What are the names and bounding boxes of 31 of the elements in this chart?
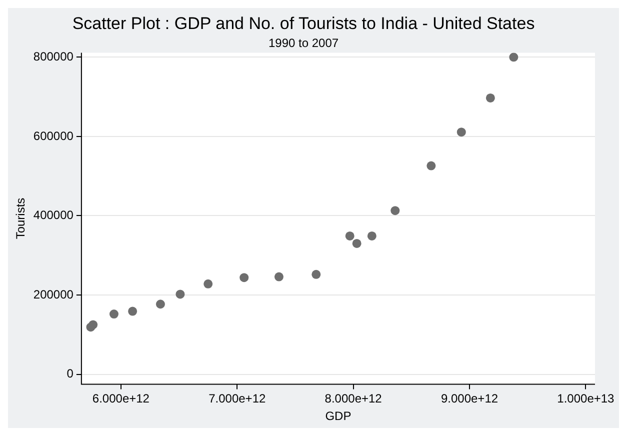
point	[486, 93, 495, 102]
point	[204, 279, 213, 288]
point	[88, 320, 98, 330]
point	[352, 238, 362, 248]
y-axis-title: Tourists	[14, 198, 28, 240]
y-tick-label: 0	[66, 366, 74, 381]
y-tick-label: 400000	[33, 208, 74, 222]
x-tick-label: 9.000e+12	[440, 392, 498, 406]
point	[390, 206, 400, 216]
x-tick-label: 8.000e+12	[324, 392, 382, 406]
chart-title: Scatter Plot : GDP and No. of Tourists to India - United States	[72, 14, 535, 33]
x-tick-label: 6.000e+12	[92, 392, 150, 406]
point	[128, 306, 138, 316]
point	[274, 272, 284, 282]
point	[176, 290, 185, 299]
point	[367, 231, 376, 240]
point	[240, 273, 249, 282]
y-tick-label: 800000	[33, 49, 74, 64]
point	[509, 52, 518, 62]
point	[156, 300, 165, 309]
point	[312, 270, 321, 279]
point	[109, 310, 118, 319]
y-tick-label: 600000	[33, 128, 74, 143]
chart-subtitle: 1990 to 2007	[268, 36, 339, 50]
y-tick-label: 200000	[33, 287, 74, 302]
point	[456, 128, 466, 137]
x-tick-label: 1.000e+13	[557, 392, 615, 406]
point	[345, 231, 354, 240]
x-axis-title: GDP	[325, 409, 352, 424]
point	[426, 161, 436, 170]
x-tick-label: 7.000e+12	[208, 392, 266, 406]
